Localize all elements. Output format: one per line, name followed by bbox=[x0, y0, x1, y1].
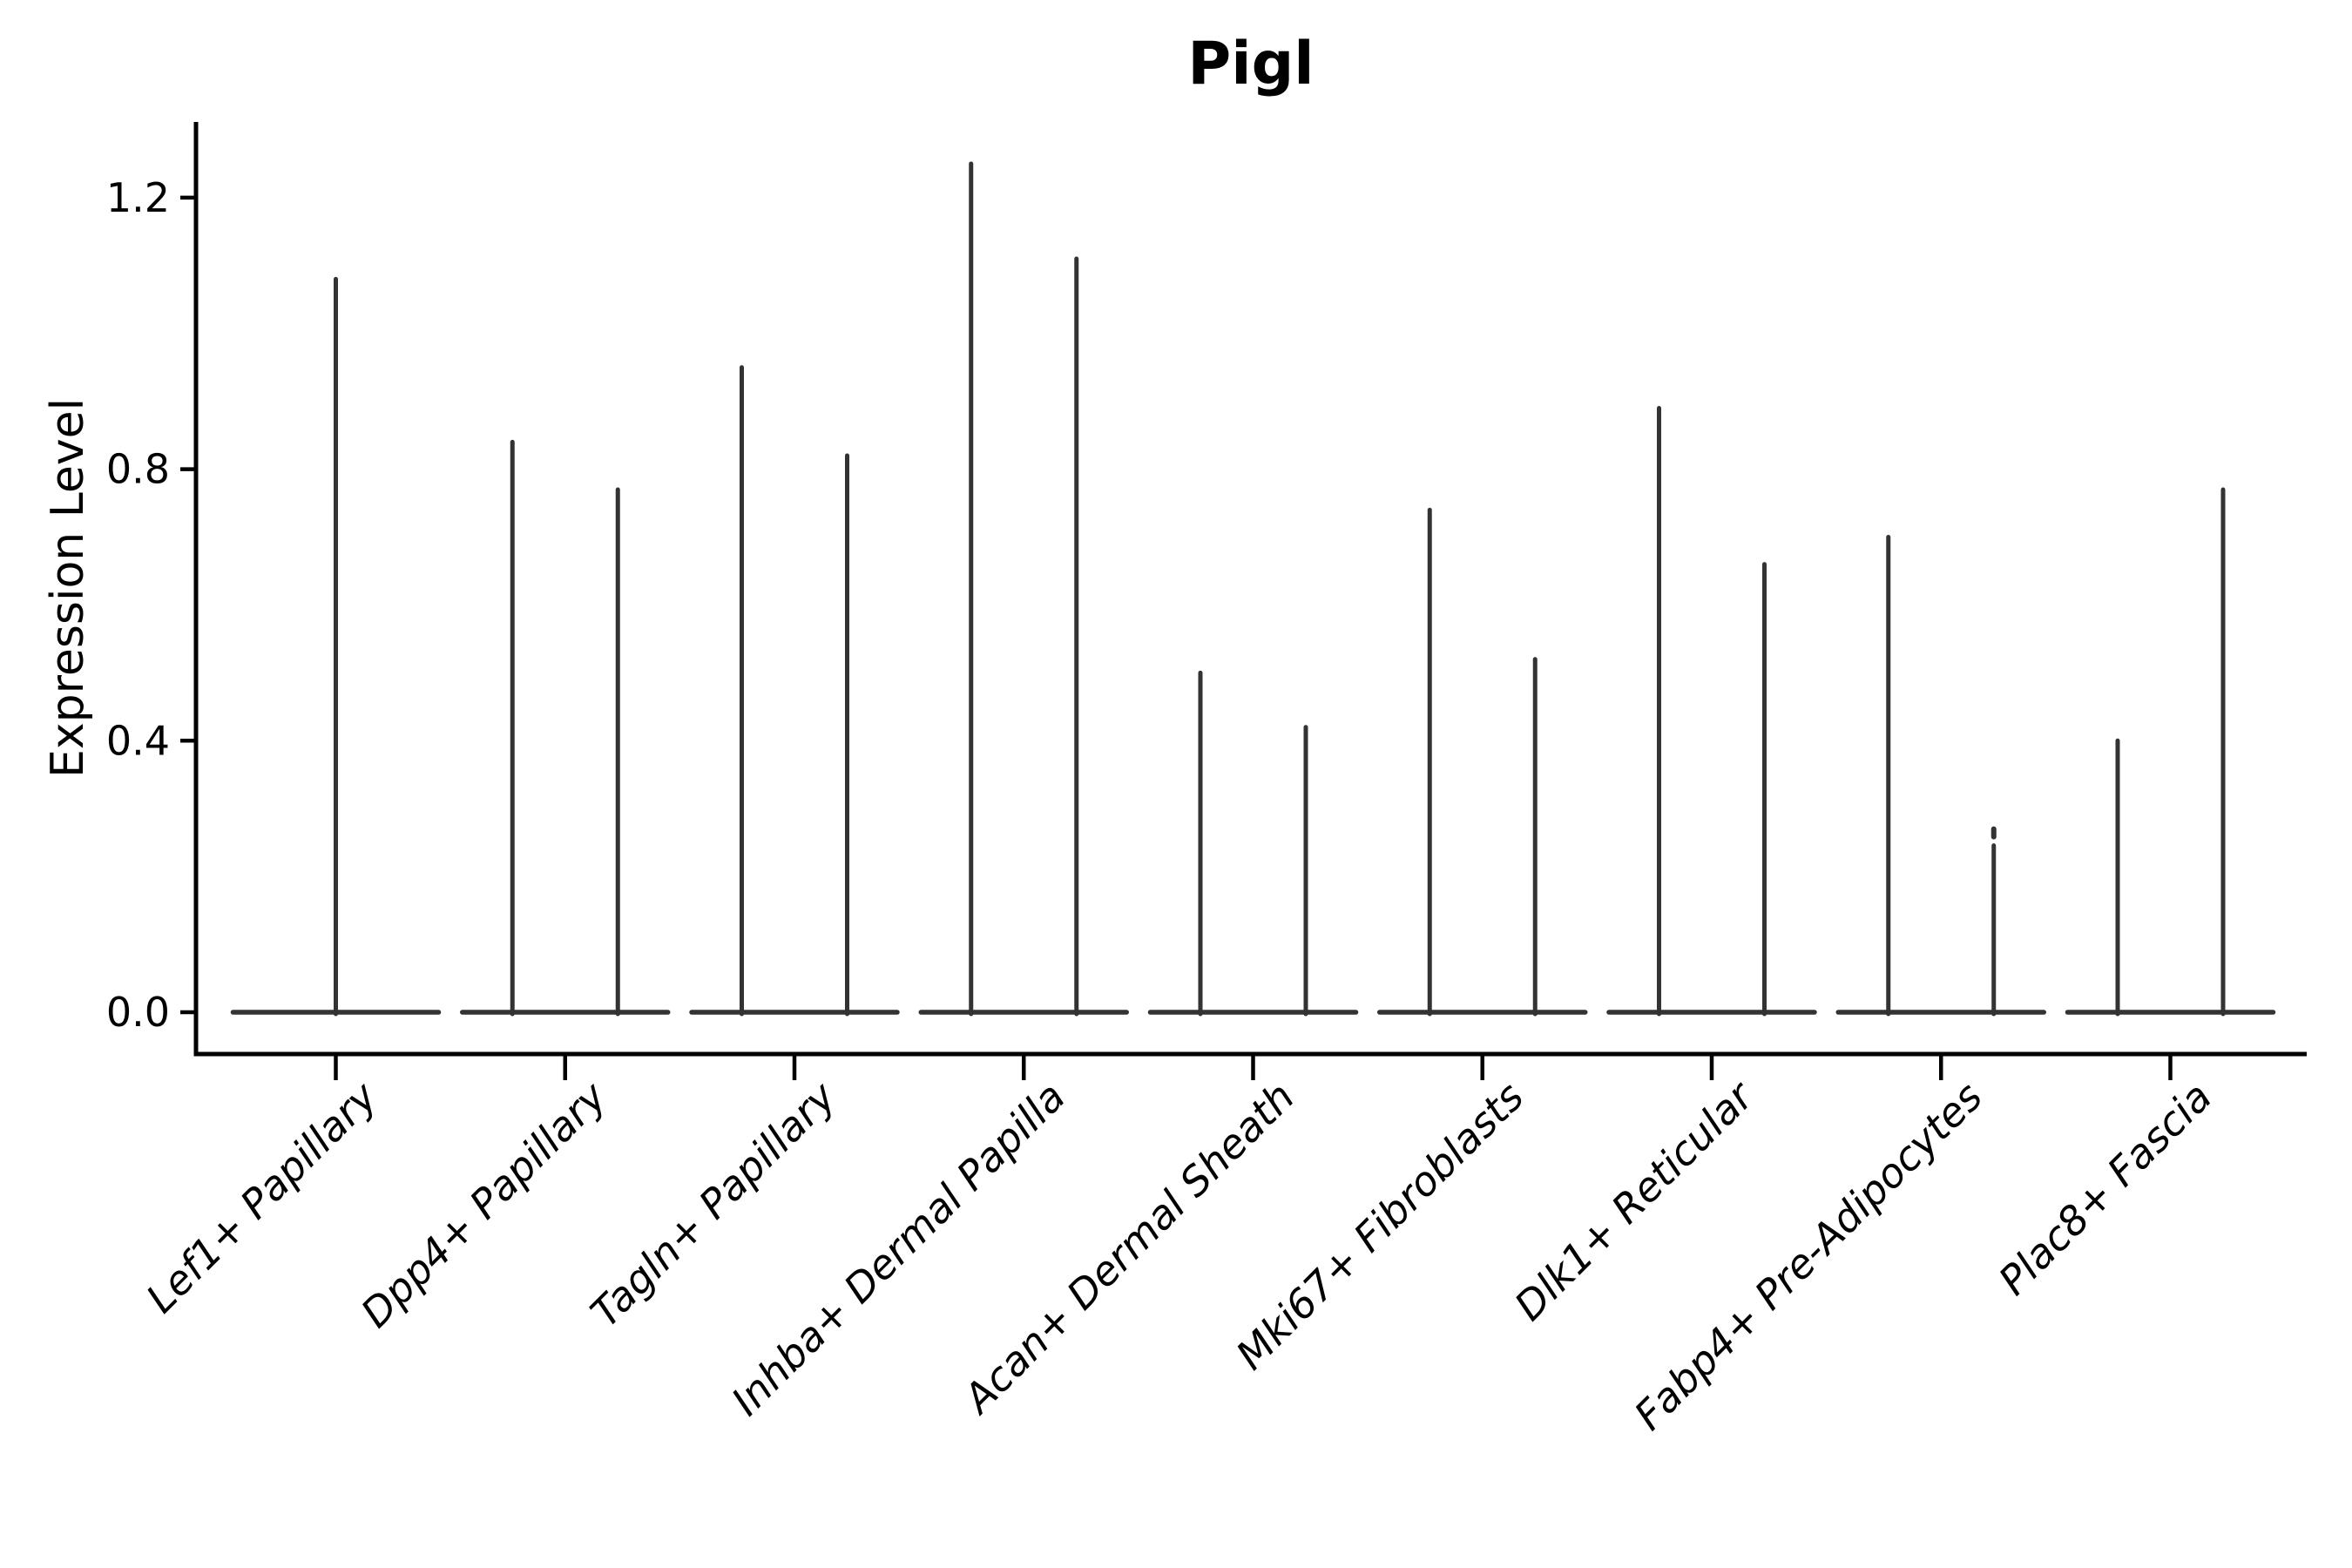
violin-group bbox=[230, 276, 442, 1017]
y-tick-label: 0.4 bbox=[106, 717, 170, 764]
violins-layer bbox=[230, 161, 2276, 1017]
violin-group bbox=[1835, 535, 2046, 1017]
y-tick-label: 0.0 bbox=[106, 989, 170, 1036]
violin-group bbox=[918, 161, 1129, 1017]
violin-group bbox=[1147, 670, 1359, 1017]
violin-group bbox=[1377, 507, 1588, 1017]
x-tick-label: Dpp4+ Papillary bbox=[352, 1072, 616, 1336]
y-axis-title: Expression Level bbox=[42, 398, 94, 778]
chart-title: Pigl bbox=[1187, 30, 1314, 98]
x-tick-label: Lef1+ Papillary bbox=[137, 1072, 386, 1321]
y-tick-label: 0.8 bbox=[106, 446, 170, 493]
violin-group bbox=[689, 365, 900, 1017]
violin-group bbox=[1606, 405, 1817, 1017]
violin-group bbox=[460, 439, 671, 1017]
x-tick-label: Tagln+ Papillary bbox=[581, 1072, 845, 1336]
x-tick-label: Dlk1+ Reticular bbox=[1505, 1071, 1764, 1329]
axes-layer bbox=[180, 122, 2307, 1080]
x-tick-label: Plac8+ Fascia bbox=[1990, 1073, 2220, 1304]
y-tick-label: 1.2 bbox=[106, 174, 170, 221]
violin-group bbox=[2065, 487, 2276, 1017]
